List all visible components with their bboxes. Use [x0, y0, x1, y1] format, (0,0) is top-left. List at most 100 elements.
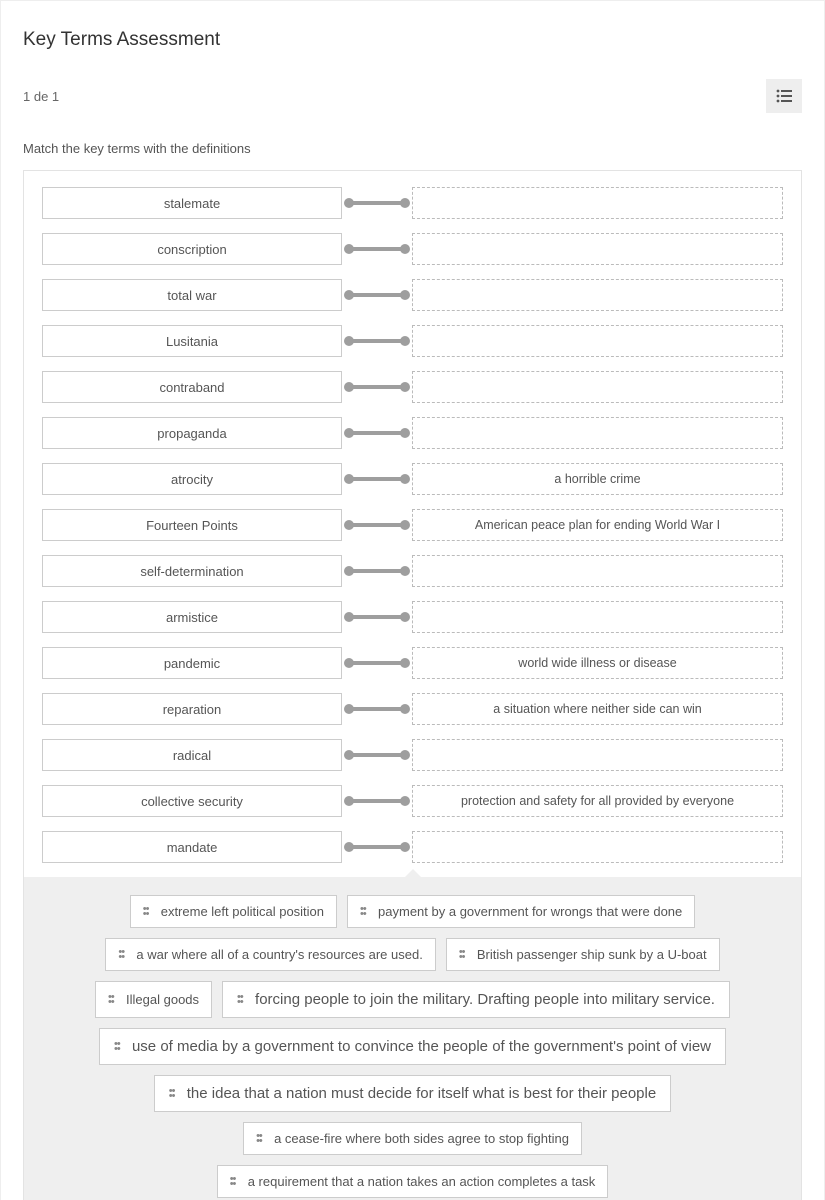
definition-chip[interactable]: •••• Illegal goods: [95, 981, 212, 1018]
grip-icon: ••••: [237, 995, 247, 1005]
grip-icon: ••••: [169, 1089, 179, 1099]
chip-text: Illegal goods: [126, 992, 199, 1007]
drop-slot[interactable]: American peace plan for ending World War…: [412, 509, 783, 541]
drop-slot[interactable]: protection and safety for all provided b…: [412, 785, 783, 817]
answer-pool: ••••extreme left political position••••p…: [24, 877, 801, 1200]
drop-slot[interactable]: a situation where neither side can win: [412, 693, 783, 725]
drop-slot[interactable]: [412, 601, 783, 633]
grip-icon: ••••: [114, 1042, 124, 1052]
match-row: Lusitania: [42, 325, 783, 357]
term-box: atrocity: [42, 463, 342, 495]
chip-text: extreme left political position: [161, 904, 324, 919]
drop-slot[interactable]: [412, 831, 783, 863]
page-title: Key Terms Assessment: [23, 29, 802, 51]
term-box: Fourteen Points: [42, 509, 342, 541]
drop-slot[interactable]: world wide illness or disease: [412, 647, 783, 679]
drop-slot[interactable]: [412, 371, 783, 403]
definition-chip[interactable]: ••••extreme left political position: [130, 895, 337, 928]
term-box: mandate: [42, 831, 342, 863]
drop-slot[interactable]: [412, 325, 783, 357]
term-box: reparation: [42, 693, 342, 725]
connector: [342, 555, 412, 587]
list-icon: [776, 89, 792, 103]
definition-chip[interactable]: •••• a requirement that a nation takes an…: [217, 1165, 609, 1198]
connector: [342, 325, 412, 357]
chip-text: a war where all of a country's resources…: [136, 947, 422, 962]
chip-text: a requirement that a nation takes an act…: [248, 1174, 596, 1189]
grip-icon: ••••: [256, 1134, 266, 1144]
connector: [342, 739, 412, 771]
grip-icon: ••••: [230, 1177, 240, 1187]
match-row: pandemic world wide illness or disease: [42, 647, 783, 679]
match-row: reparation a situation where neither side…: [42, 693, 783, 725]
chip-text: a cease-fire where both sides agree to s…: [274, 1131, 569, 1146]
term-box: self-determination: [42, 555, 342, 587]
grip-icon: ••••: [108, 995, 118, 1005]
chip-text: the idea that a nation must decide for i…: [187, 1085, 656, 1102]
match-row: total war: [42, 279, 783, 311]
match-row: conscription: [42, 233, 783, 265]
definition-chip[interactable]: •••• the idea that a nation must decide f…: [154, 1075, 671, 1112]
match-row: radical: [42, 739, 783, 771]
drop-slot[interactable]: a horrible crime: [412, 463, 783, 495]
question-list-button[interactable]: [766, 79, 802, 113]
term-box: contraband: [42, 371, 342, 403]
assessment-page: Key Terms Assessment 1 de 1 Match the ke…: [0, 0, 825, 1200]
connector: [342, 647, 412, 679]
drop-slot[interactable]: [412, 187, 783, 219]
term-box: pandemic: [42, 647, 342, 679]
connector: [342, 463, 412, 495]
term-box: propaganda: [42, 417, 342, 449]
match-row: self-determination: [42, 555, 783, 587]
progress-text: 1 de 1: [23, 89, 59, 104]
connector: [342, 417, 412, 449]
connector: [342, 831, 412, 863]
definition-chip[interactable]: •••• payment by a government for wrongs t…: [347, 895, 695, 928]
connector: [342, 371, 412, 403]
connector: [342, 693, 412, 725]
match-row: collective security protection and safety…: [42, 785, 783, 817]
instruction-text: Match the key terms with the definitions: [23, 141, 802, 156]
chip-text: payment by a government for wrongs that …: [378, 904, 682, 919]
grip-icon: ••••: [360, 907, 370, 917]
match-row: mandate: [42, 831, 783, 863]
definition-chip[interactable]: •••• forcing people to join the military.…: [222, 981, 730, 1018]
connector: [342, 279, 412, 311]
connector: [342, 785, 412, 817]
drop-slot[interactable]: [412, 739, 783, 771]
definition-chip[interactable]: •••• a war where all of a country's resou…: [105, 938, 435, 971]
match-row: armistice: [42, 601, 783, 633]
match-rows: stalemate conscription total war Lusitania c…: [42, 187, 783, 863]
match-row: atrocity a horrible crime: [42, 463, 783, 495]
term-box: radical: [42, 739, 342, 771]
term-box: armistice: [42, 601, 342, 633]
definition-chip[interactable]: •••• a cease-fire where both sides agree …: [243, 1122, 582, 1155]
connector: [342, 509, 412, 541]
topbar: 1 de 1: [23, 79, 802, 113]
match-row: stalemate: [42, 187, 783, 219]
drop-slot[interactable]: [412, 555, 783, 587]
chip-text: use of media by a government to convince…: [132, 1038, 711, 1055]
drop-slot[interactable]: [412, 279, 783, 311]
term-box: Lusitania: [42, 325, 342, 357]
definition-chip[interactable]: •••• British passenger ship sunk by a U-b…: [446, 938, 720, 971]
match-panel: stalemate conscription total war Lusitania c…: [23, 170, 802, 1200]
match-row: Fourteen Points American peace plan for e…: [42, 509, 783, 541]
connector: [342, 187, 412, 219]
drop-slot[interactable]: [412, 233, 783, 265]
match-row: propaganda: [42, 417, 783, 449]
chip-text: forcing people to join the military. Dra…: [255, 991, 715, 1008]
match-row: contraband: [42, 371, 783, 403]
term-box: stalemate: [42, 187, 342, 219]
grip-icon: ••••: [118, 950, 128, 960]
term-box: collective security: [42, 785, 342, 817]
chip-text: British passenger ship sunk by a U-boat: [477, 947, 707, 962]
term-box: total war: [42, 279, 342, 311]
connector: [342, 233, 412, 265]
definition-chip[interactable]: •••• use of media by a government to conv…: [99, 1028, 726, 1065]
term-box: conscription: [42, 233, 342, 265]
grip-icon: ••••: [459, 950, 469, 960]
drop-slot[interactable]: [412, 417, 783, 449]
connector: [342, 601, 412, 633]
answer-pool-inner: ••••extreme left political position••••p…: [44, 895, 781, 1198]
